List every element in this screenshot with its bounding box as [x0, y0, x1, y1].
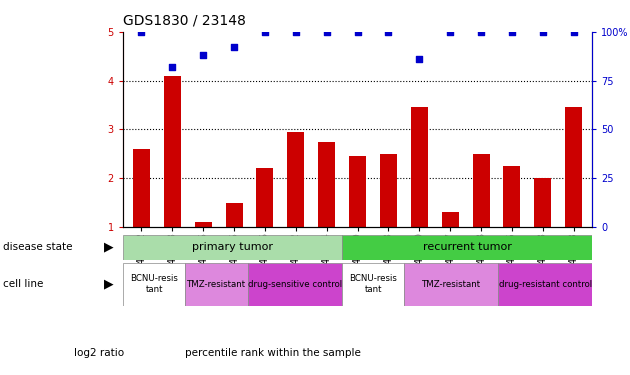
Text: drug-resistant control: drug-resistant control	[499, 280, 592, 289]
Bar	[185, 262, 248, 306]
Bar	[287, 132, 304, 227]
Bar	[256, 168, 273, 227]
Bar	[133, 149, 150, 227]
Text: cell line: cell line	[3, 279, 43, 289]
Text: TMZ-resistant: TMZ-resistant	[422, 280, 481, 289]
Bar	[498, 262, 592, 306]
Bar	[442, 212, 459, 227]
Point	[167, 64, 177, 70]
Bar	[503, 166, 520, 227]
Point	[538, 29, 548, 35]
Text: primary tumor: primary tumor	[192, 242, 273, 252]
Text: recurrent tumor: recurrent tumor	[423, 242, 512, 252]
Point	[353, 29, 363, 35]
Point	[415, 56, 425, 62]
Text: TMZ-resistant: TMZ-resistant	[187, 280, 246, 289]
Text: BCNU-resis
tant: BCNU-resis tant	[349, 274, 397, 294]
Point	[290, 29, 301, 35]
Point	[445, 29, 455, 35]
Bar	[248, 262, 342, 306]
Bar	[411, 107, 428, 227]
Point	[260, 29, 270, 35]
Bar	[164, 76, 181, 227]
Bar	[342, 262, 404, 306]
Bar	[123, 262, 185, 306]
Text: ▶: ▶	[103, 278, 113, 291]
Point	[198, 52, 208, 58]
Point	[507, 29, 517, 35]
Text: percentile rank within the sample: percentile rank within the sample	[185, 348, 360, 357]
Bar	[404, 262, 498, 306]
Text: GDS1830 / 23148: GDS1830 / 23148	[123, 13, 246, 27]
Point	[384, 29, 394, 35]
Bar	[534, 178, 551, 227]
Bar	[380, 154, 397, 227]
Point	[229, 45, 239, 51]
Text: log2 ratio: log2 ratio	[74, 348, 125, 357]
Point	[476, 29, 486, 35]
Bar	[349, 156, 366, 227]
Bar	[472, 154, 490, 227]
Point	[569, 29, 579, 35]
Text: drug-sensitive control: drug-sensitive control	[248, 280, 342, 289]
Text: disease state: disease state	[3, 242, 72, 252]
Bar	[318, 142, 335, 227]
Bar	[342, 235, 592, 260]
Point	[321, 29, 331, 35]
Text: ▶: ▶	[103, 241, 113, 254]
Point	[136, 29, 146, 35]
Bar	[123, 235, 342, 260]
Text: BCNU-resis
tant: BCNU-resis tant	[130, 274, 178, 294]
Bar	[565, 107, 582, 227]
Bar	[195, 222, 212, 227]
Bar	[226, 202, 243, 227]
